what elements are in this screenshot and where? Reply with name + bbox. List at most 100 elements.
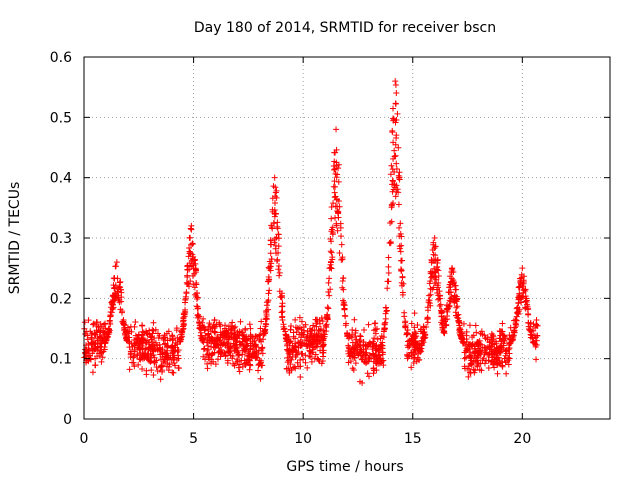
data-point [364,370,371,377]
data-point [474,362,481,369]
data-point [200,315,207,322]
data-point [455,311,462,318]
data-point [388,218,395,225]
data-point [107,313,114,320]
data-point [467,354,474,361]
data-point [287,322,294,329]
data-point [161,356,168,363]
data-point [126,334,133,341]
data-point [326,292,333,299]
data-point [473,354,480,361]
data-point [136,339,143,346]
data-point [189,255,196,262]
data-point [505,361,512,368]
data-point [335,178,342,185]
data-point [427,302,434,309]
data-point [385,263,392,270]
data-point [289,342,296,349]
data-point [308,358,315,365]
y-tick-label: 0 [63,412,72,428]
data-point [397,248,404,255]
data-point [98,358,105,365]
data-point [432,243,439,250]
data-point [182,306,189,313]
data-point [414,321,421,328]
data-point [375,348,382,355]
data-point [435,267,442,274]
data-point [183,279,190,286]
data-point [150,372,157,379]
data-point [492,349,499,356]
data-point [519,293,526,300]
data-point [385,254,392,261]
data-point [141,350,148,357]
data-point [359,380,366,387]
data-point [191,270,198,277]
data-point [235,364,242,371]
data-point [262,316,269,323]
data-point [131,363,138,370]
data-point [258,338,265,345]
data-point [247,335,254,342]
data-point [449,265,456,272]
data-point [194,294,201,301]
data-point [338,233,345,240]
data-point [411,354,418,361]
data-point [240,335,247,342]
data-point [365,373,372,380]
data-point [307,348,314,355]
data-point [509,336,516,343]
data-point [474,357,481,364]
data-point [327,286,334,293]
data-point [426,300,433,307]
data-point [153,364,160,371]
data-point [259,350,266,357]
data-point [400,280,407,287]
data-point [201,345,208,352]
data-point [210,358,217,365]
data-point [164,356,171,363]
data-point [347,358,354,365]
data-point [108,299,115,306]
data-point [231,362,238,369]
data-point [412,330,419,337]
data-point [170,335,177,342]
data-point [233,344,240,351]
data-point [470,349,477,356]
data-point [271,213,278,220]
data-point [408,364,415,371]
data-point [236,368,243,375]
data-point [90,320,97,327]
data-point [452,282,459,289]
data-point [275,243,282,250]
y-tick-label: 0.3 [50,231,72,247]
data-point [204,365,211,372]
data-point [530,327,537,334]
x-tick-label: 15 [404,431,422,447]
data-point [257,375,264,382]
data-point [206,333,213,340]
y-tick-label: 0.4 [50,171,72,187]
data-point [192,266,199,273]
data-point [117,278,124,285]
data-point [113,259,120,266]
data-point [392,193,399,200]
data-point [158,363,165,370]
data-point [88,330,95,337]
data-point [311,333,318,340]
data-point [387,240,394,247]
data-point [374,336,381,343]
data-point [499,362,506,369]
data-point [313,334,320,341]
data-point [466,322,473,329]
data-point [500,332,507,339]
data-point [186,259,193,266]
data-point [321,331,328,338]
data-point [515,311,522,318]
data-point [384,278,391,285]
data-point [409,335,416,342]
data-point [180,321,187,328]
data-point [366,352,373,359]
data-point [494,370,501,377]
data-point [280,321,287,328]
